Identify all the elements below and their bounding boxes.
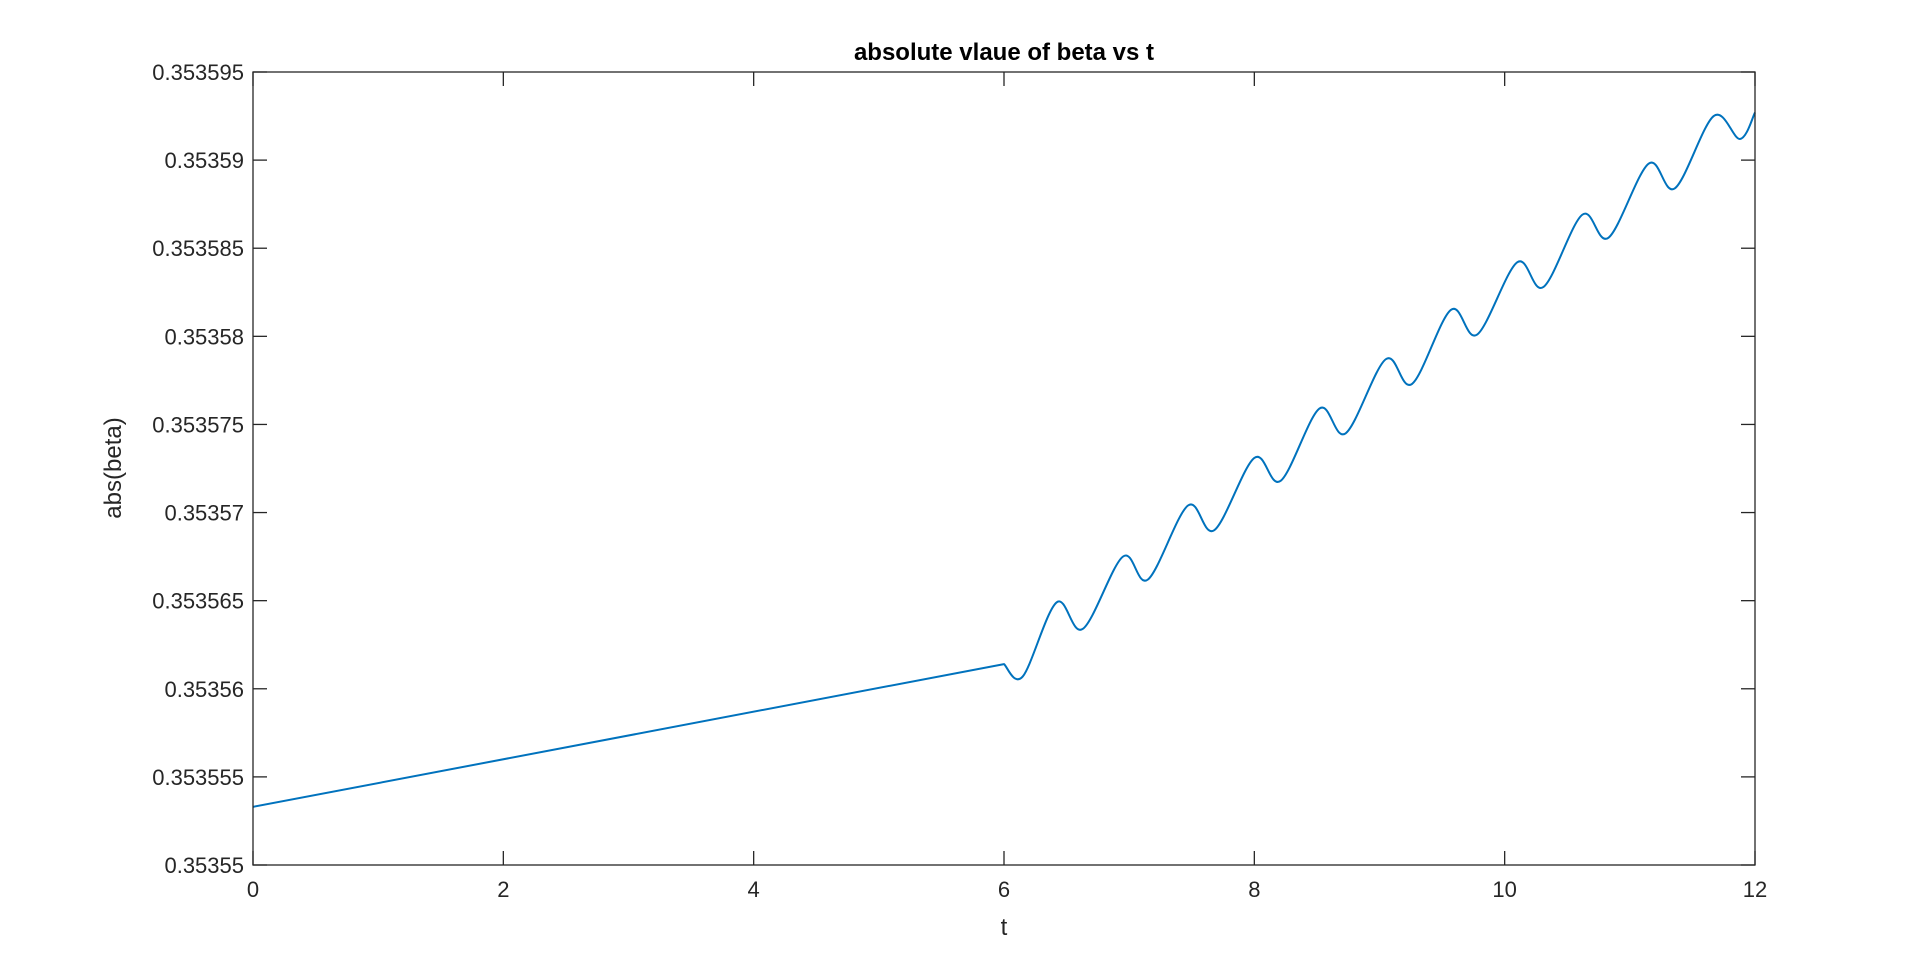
y-tick-label: 0.35357 — [164, 501, 244, 526]
x-axis: 0 2 4 6 8 10 12 — [247, 72, 1767, 902]
y-tick-label: 0.353595 — [152, 60, 244, 85]
x-axis-label: t — [1001, 914, 1008, 941]
x-tick-label: 8 — [1248, 877, 1260, 902]
x-tick-label: 0 — [247, 877, 259, 902]
chart-title: absolute vlaue of beta vs t — [854, 39, 1154, 66]
y-tick-label: 0.353585 — [152, 236, 244, 261]
y-tick-label: 0.35359 — [164, 148, 244, 173]
y-tick-label: 0.353575 — [152, 412, 244, 437]
y-tick-label: 0.35356 — [164, 677, 244, 702]
y-tick-label: 0.35355 — [164, 853, 244, 878]
series-layer — [252, 112, 1756, 808]
y-axis-label: abs(beta) — [100, 417, 127, 518]
x-tick-label: 12 — [1743, 877, 1767, 902]
y-axis: 0.35355 0.353555 0.35356 0.353565 0.35357 0.3… — [152, 60, 1755, 878]
series-line-0 — [252, 112, 1756, 808]
x-tick-label: 10 — [1492, 877, 1516, 902]
y-tick-label: 0.35358 — [164, 324, 244, 349]
y-tick-label: 0.353565 — [152, 589, 244, 614]
x-tick-label: 2 — [497, 877, 509, 902]
x-tick-label: 4 — [748, 877, 760, 902]
y-tick-label: 0.353555 — [152, 765, 244, 790]
x-tick-label: 6 — [998, 877, 1010, 902]
plot-area — [253, 72, 1755, 865]
axes-box — [252, 71, 1756, 866]
